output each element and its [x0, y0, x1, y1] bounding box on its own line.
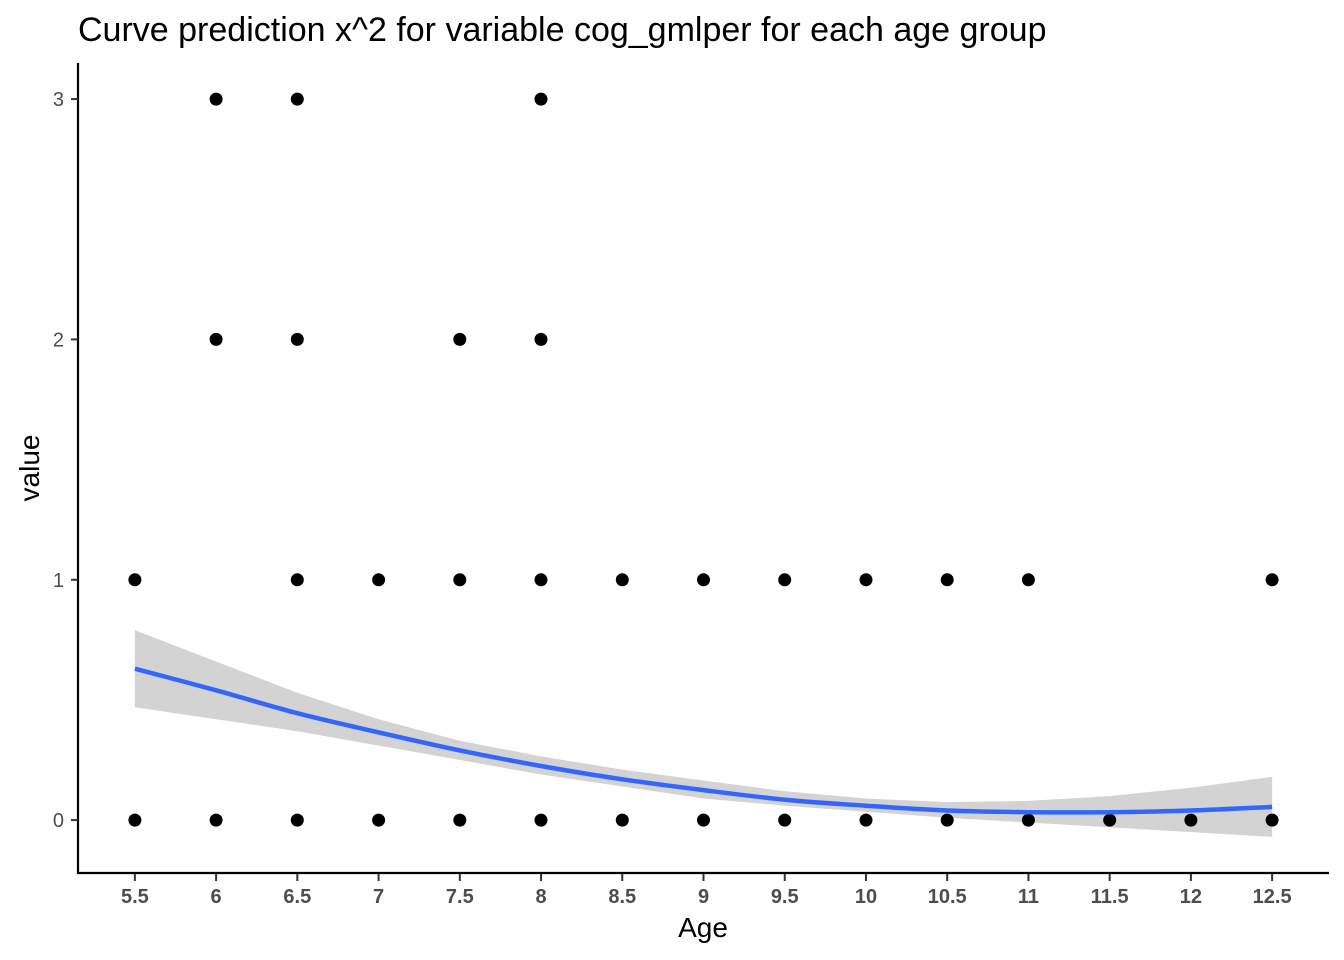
x-axis-title: Age	[678, 912, 728, 943]
data-point	[290, 813, 304, 827]
y-tick-label: 2	[53, 329, 64, 351]
x-tick-label: 7	[373, 886, 384, 908]
x-tick-label: 10.5	[928, 886, 967, 908]
data-point	[290, 332, 304, 346]
data-point	[940, 573, 954, 587]
data-point	[209, 813, 223, 827]
data-point	[534, 573, 548, 587]
fit-curve	[134, 666, 1273, 815]
y-axis-title: value	[14, 435, 45, 502]
x-tick-label: 6.5	[283, 886, 311, 908]
data-point	[1021, 573, 1035, 587]
x-tick-label: 6	[211, 886, 222, 908]
data-point	[534, 813, 548, 827]
y-tick-label: 3	[53, 89, 64, 111]
y-tick-label: 0	[53, 810, 64, 832]
x-tick-label: 12	[1180, 886, 1202, 908]
fit-curve-layer	[134, 666, 1273, 815]
data-point	[697, 813, 710, 827]
data-point	[453, 573, 467, 587]
data-point	[859, 573, 873, 587]
data-point	[615, 813, 629, 827]
data-point	[778, 813, 792, 827]
scatter-points-layer	[128, 92, 1279, 827]
data-point	[1265, 813, 1279, 827]
data-point	[1265, 573, 1279, 587]
x-tick-label: 8.5	[608, 886, 636, 908]
x-tick-label: 11	[1018, 886, 1039, 908]
x-tick-label: 5.5	[121, 886, 149, 908]
data-point	[1021, 813, 1035, 827]
data-point	[209, 92, 223, 106]
confidence-band	[134, 630, 1273, 837]
data-point	[1103, 813, 1117, 827]
data-point	[453, 332, 467, 346]
data-point	[534, 92, 548, 106]
x-tick-label: 7.5	[446, 886, 474, 908]
data-point	[128, 573, 142, 587]
data-point	[697, 573, 710, 587]
data-point	[209, 332, 223, 346]
y-tick-label: 1	[53, 570, 64, 592]
data-point	[534, 332, 548, 346]
data-point	[1184, 813, 1198, 827]
data-point	[940, 813, 954, 827]
data-point	[615, 573, 629, 587]
data-point	[372, 573, 386, 587]
data-point	[778, 573, 792, 587]
data-point	[290, 573, 304, 587]
x-tick-label: 10	[855, 886, 877, 908]
confidence-band-layer	[134, 630, 1273, 837]
x-tick-label: 9.5	[771, 886, 799, 908]
chart-title: Curve prediction x^2 for variable cog_gm…	[78, 11, 1047, 49]
x-tick-label: 12.5	[1253, 886, 1292, 908]
data-point	[290, 92, 304, 106]
data-point	[859, 813, 873, 827]
data-point	[372, 813, 386, 827]
x-tick-label: 9	[698, 886, 709, 908]
data-point	[453, 813, 467, 827]
x-axis-ticks: 5.5 6 6.5 7 7.5 8 8.5 9 9.5 10 10.5 11 11.5 12 12.5	[121, 874, 1292, 908]
data-point	[128, 813, 142, 827]
x-tick-label: 11.5	[1091, 886, 1129, 908]
x-tick-label: 8	[535, 886, 546, 908]
y-axis-ticks: 0 1 2 3	[53, 89, 78, 832]
